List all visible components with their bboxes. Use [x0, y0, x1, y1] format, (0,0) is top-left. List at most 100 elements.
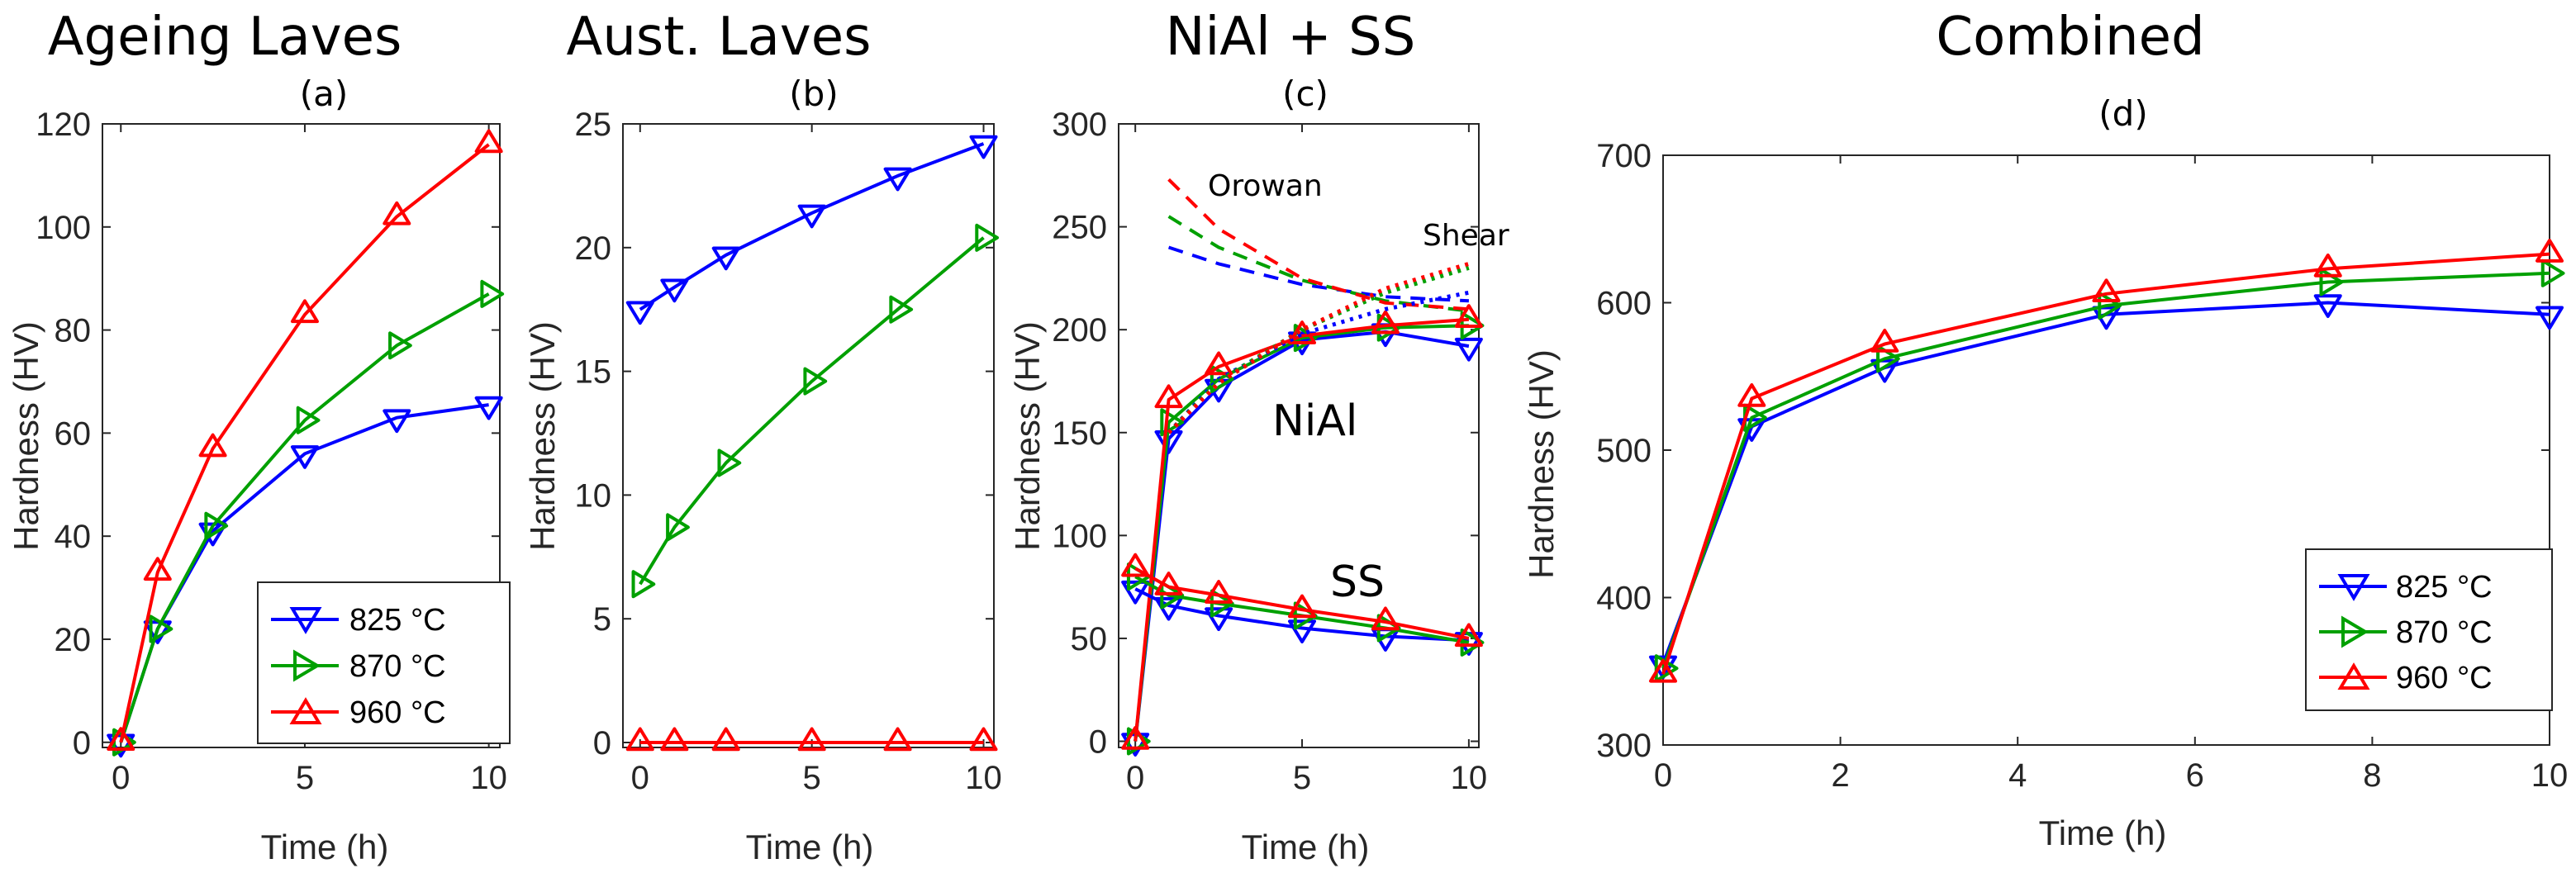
x-tick-label: 0	[1126, 760, 1144, 796]
legend-label-960: 960 °C	[2396, 661, 2493, 695]
data-point-marker	[2313, 294, 2342, 318]
series-line	[1661, 252, 2550, 675]
data-point-marker	[480, 279, 505, 308]
data-point-marker	[1205, 607, 1233, 632]
y-tick-label: 300	[1052, 107, 1107, 143]
y-tick-label: 500	[1596, 433, 1652, 469]
y-tick-label: 100	[36, 210, 91, 246]
panel-c: NiAl + SS (c) Time (h) Hardness (HV) 0 5 1…	[1008, 7, 1509, 866]
panel-d-xlabel: Time (h)	[2039, 814, 2167, 852]
data-point-marker	[290, 299, 319, 324]
x-tick-label: 2	[1831, 757, 1849, 794]
panel-b-subtitle: (b)	[789, 74, 838, 114]
x-tick-label: 5	[296, 760, 314, 796]
data-point-marker	[1205, 580, 1233, 604]
y-tick-label: 10	[575, 477, 612, 514]
annotation-orowan: Orowan	[1208, 169, 1323, 203]
legend-label-870: 870 °C	[2396, 615, 2493, 650]
data-point-marker	[666, 513, 690, 542]
y-tick-label: 100	[1052, 518, 1107, 554]
x-tick-label: 4	[2008, 757, 2027, 794]
data-point-marker	[883, 167, 912, 192]
panel-d-legend: 825 °C 870 °C 960 °C	[2305, 548, 2553, 711]
panel-a-subtitle: (a)	[300, 74, 349, 114]
y-tick-label: 20	[575, 230, 612, 267]
data-point-marker	[1371, 310, 1400, 334]
data-point-marker	[107, 727, 135, 752]
y-tick-label: 700	[1596, 138, 1652, 174]
data-point-marker	[198, 433, 227, 458]
x-tick-label: 5	[803, 760, 821, 796]
y-tick-label: 60	[55, 415, 92, 452]
panel-c-title: NiAl + SS	[1166, 7, 1416, 68]
y-tick-label: 120	[36, 107, 91, 143]
data-point-marker	[975, 223, 1000, 252]
data-point-marker	[797, 204, 826, 229]
series-line	[1661, 271, 2550, 669]
data-point-marker	[474, 396, 503, 420]
data-point-marker	[1454, 304, 1483, 328]
y-tick-label: 200	[1052, 312, 1107, 349]
data-point-marker	[1649, 658, 1677, 683]
data-point-marker	[383, 409, 411, 434]
x-tick-label: 5	[1293, 760, 1311, 796]
data-point-marker	[1154, 384, 1183, 409]
data-point-marker	[1205, 351, 1233, 376]
data-point-marker	[797, 727, 826, 752]
data-point-marker	[883, 727, 912, 752]
panel-c-subtitle: (c)	[1282, 74, 1328, 114]
data-point-marker	[717, 448, 742, 477]
y-tick-label: 0	[593, 725, 611, 762]
legend-label-960: 960 °C	[349, 695, 446, 730]
data-point-marker	[660, 727, 689, 752]
legend-label-825: 825 °C	[349, 603, 446, 638]
data-point-marker	[1460, 628, 1485, 657]
data-point-marker	[2092, 278, 2121, 303]
legend-marker-960	[289, 697, 322, 724]
data-point-marker	[388, 331, 412, 360]
data-point-marker	[625, 301, 654, 325]
panel-c-ylabel: Hardness (HV)	[1008, 321, 1047, 551]
panel-a-legend: 825 °C 870 °C 960 °C	[257, 581, 511, 744]
y-tick-label: 20	[55, 622, 92, 658]
data-point-marker	[1288, 594, 1317, 619]
data-point-marker	[1288, 619, 1317, 643]
data-point-marker	[474, 129, 503, 154]
annotation-ss: SS	[1330, 557, 1385, 607]
panel-c-xlabel: Time (h)	[1242, 828, 1370, 866]
data-point-marker	[296, 406, 321, 434]
series-line	[1167, 245, 1469, 303]
x-tick-label: 0	[631, 760, 649, 796]
y-tick-label: 600	[1596, 286, 1652, 322]
x-tick-label: 10	[2531, 757, 2569, 794]
data-point-marker	[1371, 606, 1400, 631]
data-point-marker	[290, 445, 319, 469]
data-point-marker	[803, 367, 828, 396]
panel-b-axes-box	[622, 123, 995, 748]
data-point-marker	[1737, 383, 1766, 407]
data-point-marker	[2540, 259, 2565, 287]
series-line	[1661, 301, 2550, 665]
y-tick-label: 0	[73, 725, 91, 762]
x-tick-label: 0	[1654, 757, 1672, 794]
data-point-marker	[2536, 239, 2564, 263]
panel-d-plot: 0 2 4 6 8 10 300 400 500 600 700	[1596, 138, 2568, 794]
y-tick-label: 25	[575, 107, 612, 143]
x-tick-label: 6	[2186, 757, 2204, 794]
legend-marker-825	[2337, 574, 2370, 601]
data-point-marker	[2536, 306, 2564, 330]
series-line	[1134, 317, 1470, 742]
y-tick-label: 150	[1052, 415, 1107, 452]
x-tick-label: 0	[112, 760, 130, 796]
series-line	[119, 292, 490, 743]
data-point-marker	[631, 570, 656, 599]
legend-label-825: 825 °C	[2396, 570, 2493, 605]
panel-b-xlabel: Time (h)	[746, 828, 874, 866]
panel-d: Combined (d) Time (h) Hardness (HV) 0 2 4 6…	[1522, 7, 2568, 852]
panel-c-axes-box	[1118, 123, 1480, 748]
panel-d-subtitle: (d)	[2098, 93, 2147, 134]
x-tick-label: 10	[470, 760, 507, 796]
